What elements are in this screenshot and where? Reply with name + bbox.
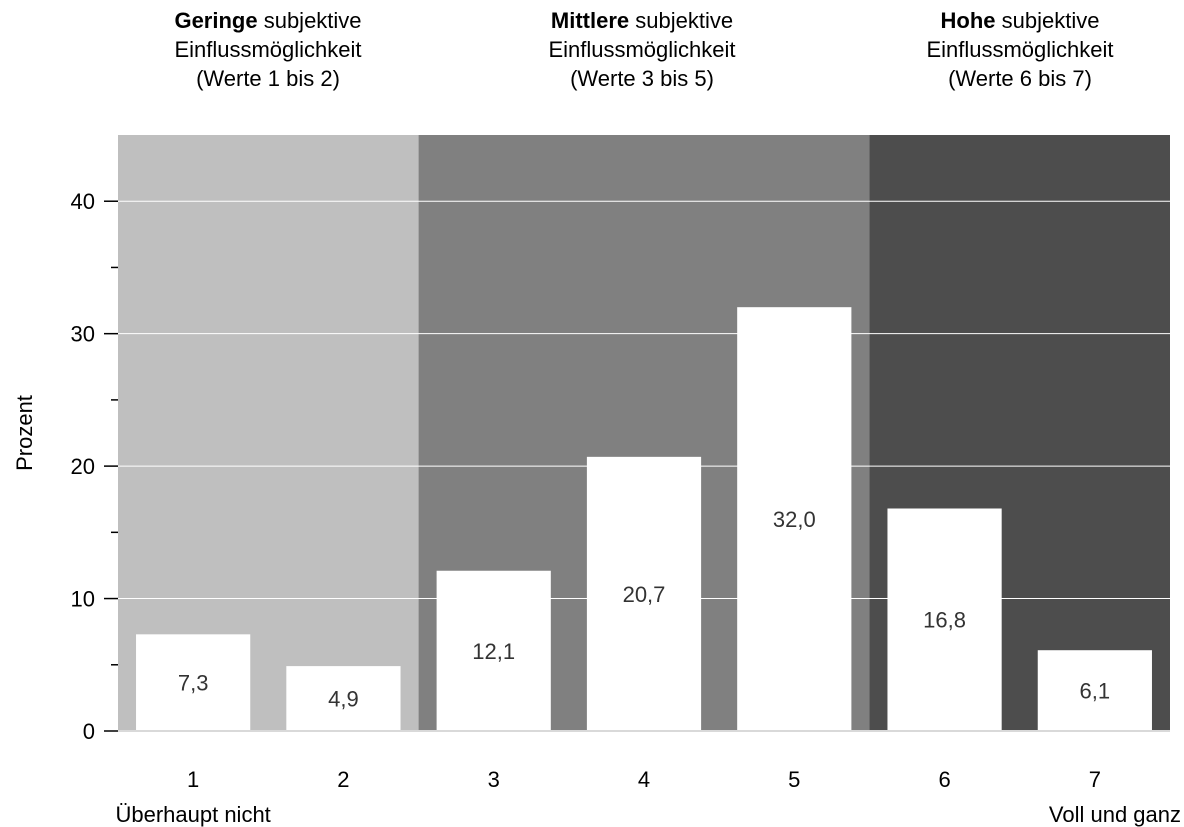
x-tick-label-3: 3 xyxy=(488,767,500,792)
y-tick-label-20: 20 xyxy=(71,454,95,479)
group-mid-line2: Einflussmöglichkeit xyxy=(548,37,736,62)
bar-value-label-3: 12,1 xyxy=(472,639,515,664)
group-high-line3: (Werte 6 bis 7) xyxy=(948,66,1092,91)
bar-2 xyxy=(286,666,401,731)
group-low-line3: (Werte 1 bis 2) xyxy=(196,66,340,91)
bar-value-label-5: 32,0 xyxy=(773,507,816,532)
bar-value-label-4: 20,7 xyxy=(623,582,666,607)
group-low-rest: subjektive xyxy=(257,8,362,33)
x-end-label-left: Überhaupt nicht xyxy=(115,802,270,827)
bar-7 xyxy=(1037,650,1152,731)
y-axis-label: Prozent xyxy=(12,395,37,471)
bar-value-label-2: 4,9 xyxy=(328,687,359,712)
bar-value-label-6: 16,8 xyxy=(923,608,966,633)
x-tick-label-1: 1 xyxy=(187,767,199,792)
group-header-mid: Mittlere subjektive Einflussmöglichkeit … xyxy=(492,6,792,93)
group-header-low: Geringe subjektive Einflussmöglichkeit (… xyxy=(118,6,418,93)
x-end-label-right: Voll und ganz xyxy=(1049,802,1181,827)
bar-5 xyxy=(737,307,852,731)
group-band-1 xyxy=(118,135,419,731)
x-tick-label-7: 7 xyxy=(1089,767,1101,792)
group-mid-bold: Mittlere xyxy=(550,8,630,33)
bar-3 xyxy=(436,570,551,731)
bar-4 xyxy=(586,456,702,731)
y-tick-label-40: 40 xyxy=(71,189,95,214)
bar-value-label-7: 6,1 xyxy=(1080,679,1111,704)
y-tick-label-10: 10 xyxy=(71,587,95,612)
x-tick-label-4: 4 xyxy=(638,767,650,792)
bar-1 xyxy=(136,634,251,731)
group-mid-line3: (Werte 3 bis 5) xyxy=(570,66,714,91)
group-mid-rest: subjektive xyxy=(629,8,734,33)
y-tick-label-30: 30 xyxy=(71,322,95,347)
group-high-rest: subjektive xyxy=(995,8,1100,33)
group-high-bold: Hohe xyxy=(940,8,996,33)
x-tick-label-6: 6 xyxy=(938,767,950,792)
bar-6 xyxy=(887,508,1002,731)
group-high-line2: Einflussmöglichkeit xyxy=(926,37,1114,62)
x-tick-label-5: 5 xyxy=(788,767,800,792)
bar-value-label-1: 7,3 xyxy=(178,671,209,696)
group-low-bold: Geringe xyxy=(174,8,258,33)
y-tick-label-0: 0 xyxy=(83,719,95,744)
group-low-line2: Einflussmöglichkeit xyxy=(174,37,362,62)
x-tick-label-2: 2 xyxy=(337,767,349,792)
group-header-high: Hohe subjektive Einflussmöglichkeit (Wer… xyxy=(870,6,1170,93)
